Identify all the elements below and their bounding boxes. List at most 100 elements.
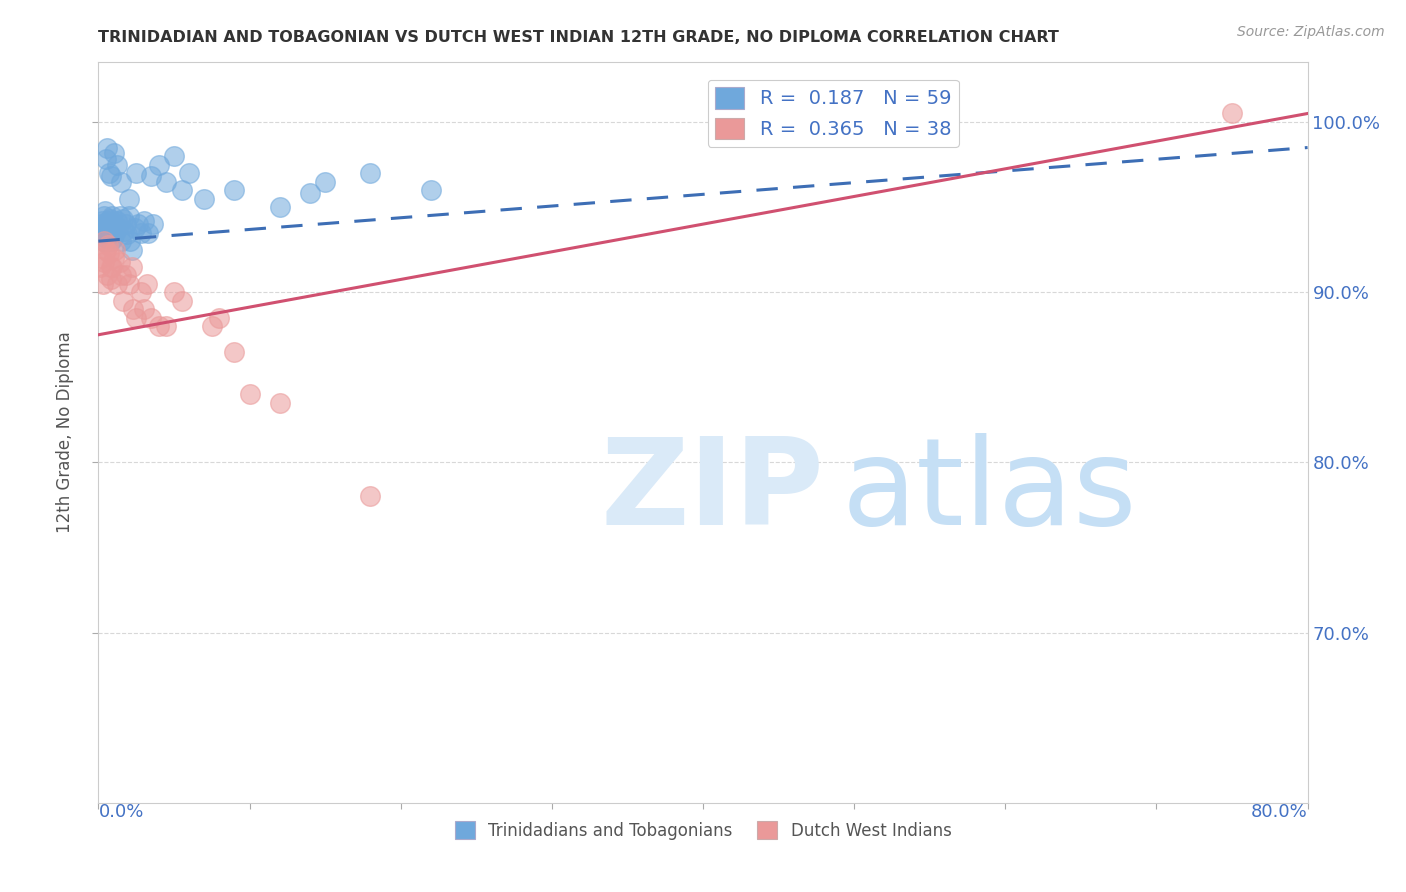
Point [155, 175, 177, 189]
Text: ZIP: ZIP [600, 434, 824, 550]
Point [105, 213, 128, 227]
Text: 80.0%: 80.0% [1251, 803, 1308, 821]
Point [360, 166, 382, 180]
Point [155, 319, 177, 334]
Point [98, 212, 121, 227]
Point [98, 222, 121, 236]
Point [132, 302, 155, 317]
Point [110, 234, 132, 248]
Point [201, 319, 224, 334]
Point [136, 226, 159, 240]
Text: TRINIDADIAN AND TOBAGONIAN VS DUTCH WEST INDIAN 12TH GRADE, NO DIPLOMA CORRELATI: TRINIDADIAN AND TOBAGONIAN VS DUTCH WEST… [98, 29, 1059, 45]
Point [101, 260, 124, 274]
Point [97, 237, 120, 252]
Point [91, 213, 114, 227]
Point [269, 396, 291, 410]
Point [104, 226, 127, 240]
Point [98, 166, 121, 180]
Point [96, 226, 118, 240]
Point [121, 243, 143, 257]
Point [193, 192, 215, 206]
Point [94, 243, 117, 257]
Point [110, 175, 132, 189]
Point [90, 217, 112, 231]
Point [124, 220, 146, 235]
Point [110, 268, 132, 283]
Point [224, 344, 246, 359]
Point [129, 285, 152, 300]
Point [122, 302, 145, 317]
Point [90, 251, 112, 265]
Point [163, 285, 186, 300]
Point [420, 183, 443, 197]
Point [100, 234, 122, 248]
Point [179, 166, 201, 180]
Point [239, 387, 262, 401]
Point [115, 227, 138, 242]
Point [103, 251, 125, 265]
Point [269, 200, 291, 214]
Point [96, 217, 118, 231]
Point [93, 234, 115, 248]
Point [96, 268, 118, 283]
Point [91, 277, 114, 291]
Point [114, 217, 136, 231]
Text: atlas: atlas [842, 434, 1137, 550]
Point [125, 310, 148, 325]
Point [299, 186, 322, 201]
Point [100, 260, 122, 274]
Point [141, 310, 163, 325]
Point [94, 203, 117, 218]
Point [94, 153, 117, 167]
Point [105, 157, 128, 171]
Point [135, 277, 157, 291]
Point [93, 254, 115, 268]
Point [314, 175, 336, 189]
Point [96, 140, 118, 154]
Point [148, 319, 170, 334]
Point [132, 213, 155, 227]
Point [101, 209, 124, 223]
Point [114, 268, 136, 283]
Y-axis label: 12th Grade, No Diploma: 12th Grade, No Diploma [56, 332, 75, 533]
Point [111, 293, 134, 308]
Point [107, 220, 129, 235]
Point [91, 224, 114, 238]
Text: 0.0%: 0.0% [98, 803, 143, 821]
Point [103, 145, 125, 160]
Point [89, 260, 111, 274]
Point [125, 166, 148, 180]
Point [208, 310, 231, 325]
Point [101, 231, 124, 245]
Point [100, 220, 122, 235]
Point [112, 224, 135, 238]
Point [141, 169, 163, 184]
Point [97, 213, 120, 227]
Point [100, 169, 122, 184]
Point [163, 149, 186, 163]
Point [118, 209, 141, 223]
Point [94, 231, 117, 245]
Point [93, 209, 115, 223]
Point [120, 234, 142, 248]
Point [108, 209, 131, 223]
Point [89, 226, 111, 240]
Point [170, 183, 193, 197]
Point [104, 243, 127, 257]
Point [224, 183, 246, 197]
Point [129, 226, 152, 240]
Point [360, 490, 382, 504]
Legend: Trinidadians and Tobagonians, Dutch West Indians: Trinidadians and Tobagonians, Dutch West… [449, 814, 957, 847]
Point [100, 271, 122, 285]
Point [121, 260, 143, 274]
Point [111, 212, 134, 227]
Text: Source: ZipAtlas.com: Source: ZipAtlas.com [1237, 25, 1385, 39]
Point [118, 192, 141, 206]
Point [98, 246, 121, 260]
Point [118, 277, 141, 291]
Point [93, 234, 115, 248]
Point [170, 293, 193, 308]
Point [148, 157, 170, 171]
Point [127, 217, 149, 231]
Point [1220, 106, 1243, 120]
